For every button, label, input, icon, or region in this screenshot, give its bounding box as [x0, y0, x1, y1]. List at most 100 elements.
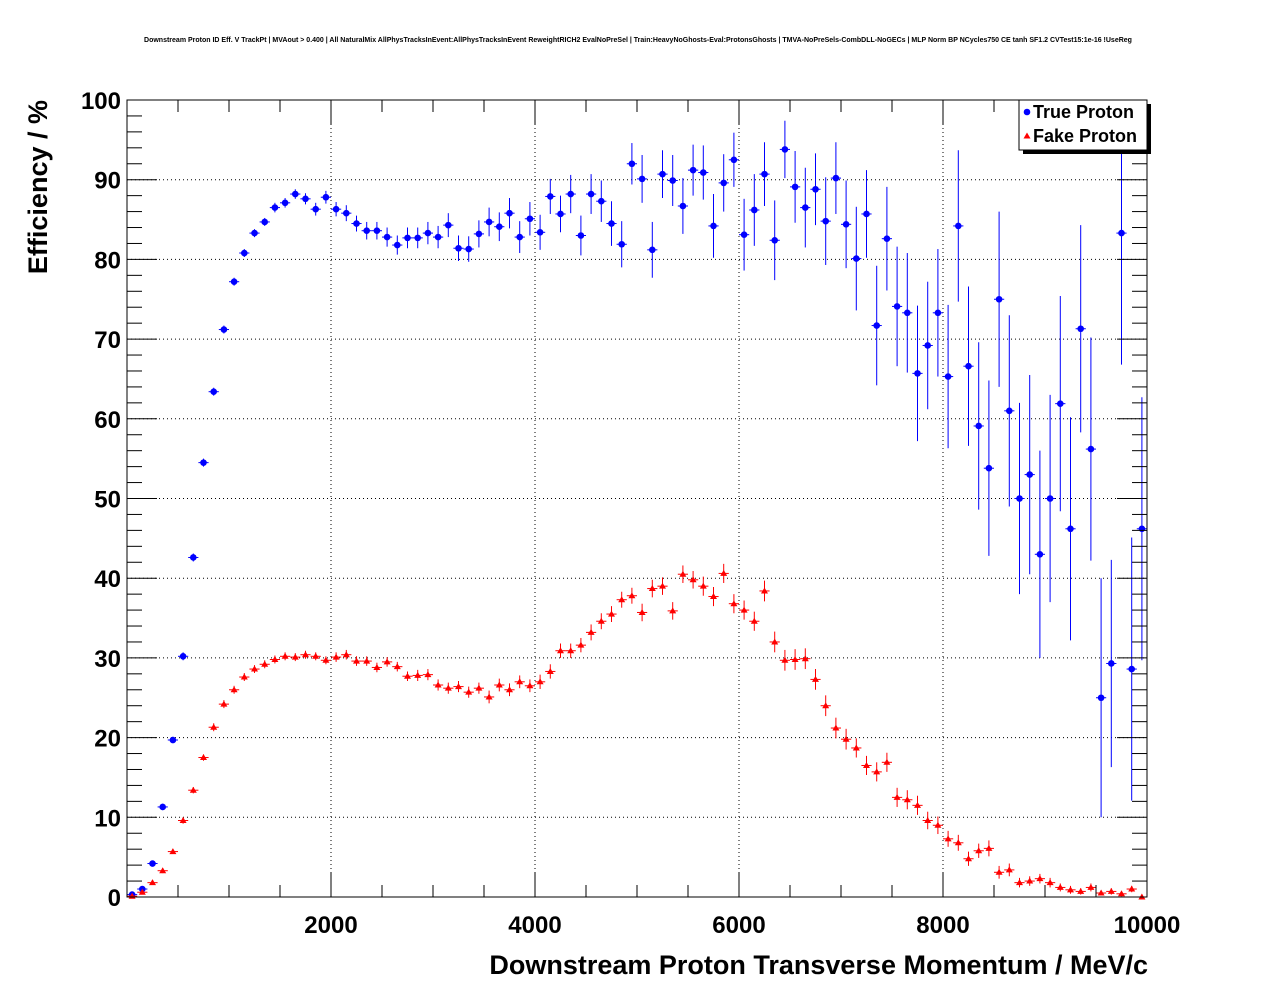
fake-proton-point	[608, 610, 615, 617]
fake-proton-point	[1056, 883, 1064, 890]
true-proton-point	[292, 190, 299, 198]
true-proton-point	[853, 255, 860, 262]
true-proton-point	[832, 174, 840, 182]
data-series	[127, 101, 1147, 900]
true-proton-point	[587, 190, 595, 198]
true-proton-point	[995, 295, 1003, 303]
fake-proton-point	[822, 702, 830, 709]
true-proton-point	[455, 244, 462, 252]
true-proton-point	[465, 245, 473, 253]
true-proton-point	[934, 309, 942, 317]
fake-proton-point	[873, 768, 881, 775]
true-proton-point	[1046, 495, 1054, 502]
fake-proton-point	[536, 678, 544, 685]
true-proton-point	[751, 206, 758, 214]
fake-proton-point	[914, 801, 921, 808]
true-proton-point	[567, 190, 574, 198]
true-proton-point	[914, 370, 921, 377]
x-tick-label: 10000	[1114, 912, 1181, 939]
true-proton-point	[1006, 407, 1013, 415]
true-proton-point	[649, 246, 656, 254]
fake-proton-point	[159, 867, 167, 874]
fake-proton-point	[495, 681, 503, 688]
fake-proton-point	[271, 655, 279, 662]
fake-proton-point	[485, 693, 493, 700]
x-tick-label: 2000	[304, 912, 357, 939]
true-proton-point	[842, 221, 850, 228]
true-proton-point	[332, 205, 340, 213]
true-proton-point	[689, 166, 697, 174]
true-proton-point	[1036, 550, 1044, 558]
fake-proton-point	[771, 638, 779, 645]
true-proton-point	[740, 231, 748, 238]
y-tick-label: 100	[81, 88, 121, 115]
fake-proton-point	[699, 582, 707, 589]
true-proton-point	[598, 197, 605, 205]
fake-proton-point	[597, 617, 605, 624]
true-proton-point	[1097, 694, 1105, 702]
series-fake-proton	[127, 563, 1147, 900]
true-proton-point	[169, 736, 177, 744]
true-proton-point	[506, 209, 513, 217]
fake-proton-point	[506, 686, 513, 693]
true-proton-point	[159, 803, 166, 811]
fake-proton-point	[404, 672, 411, 679]
fake-proton-point	[965, 855, 972, 862]
fake-proton-point	[893, 793, 901, 800]
true-proton-point	[312, 205, 320, 213]
true-proton-point	[720, 179, 727, 187]
fake-proton-point	[516, 678, 524, 685]
true-proton-point	[904, 309, 911, 317]
fake-proton-point	[393, 663, 401, 670]
y-tick-label: 0	[108, 885, 121, 912]
fake-proton-point	[220, 700, 228, 707]
fake-proton-point	[138, 888, 146, 895]
fake-proton-point	[302, 651, 309, 658]
series-true-proton	[127, 101, 1147, 898]
fake-proton-point	[710, 593, 717, 600]
fake-proton-point	[200, 754, 207, 761]
fake-proton-point	[934, 821, 942, 828]
y-axis-title: Efficiency / %	[23, 100, 53, 274]
true-proton-point	[730, 156, 738, 164]
true-proton-point	[944, 373, 952, 380]
true-proton-point	[1077, 325, 1084, 333]
fake-proton-point	[179, 816, 187, 823]
true-proton-point	[475, 230, 483, 238]
fake-proton-point	[465, 688, 473, 695]
true-proton-point	[394, 241, 401, 249]
fake-proton-point	[1107, 887, 1115, 894]
true-proton-point	[669, 177, 676, 184]
fake-proton-point	[526, 682, 534, 689]
fake-proton-point	[750, 617, 758, 624]
fake-proton-point	[1067, 886, 1074, 893]
fake-proton-point	[455, 683, 462, 690]
legend-box	[1018, 99, 1148, 151]
fake-proton-point	[801, 655, 809, 662]
chart-title: Downstream Proton ID Eff. V TrackPt | MV…	[144, 37, 1132, 44]
x-tick-label: 4000	[508, 912, 561, 939]
fake-proton-point	[1005, 866, 1013, 873]
true-proton-point	[302, 195, 309, 203]
fake-proton-point	[618, 596, 626, 603]
true-proton-point	[496, 223, 503, 231]
x-tick-label: 6000	[712, 912, 765, 939]
true-proton-point	[261, 218, 269, 226]
fake-proton-point	[954, 839, 962, 846]
fake-proton-point	[383, 658, 391, 665]
true-proton-point	[1016, 495, 1023, 502]
fake-proton-point	[863, 761, 870, 768]
fake-proton-point	[373, 663, 381, 670]
y-tick-label: 10	[94, 805, 121, 832]
true-proton-point	[802, 204, 809, 211]
true-proton-point	[373, 227, 381, 235]
legend: True Proton Fake Proton	[1018, 99, 1151, 154]
true-proton-point	[230, 278, 238, 286]
true-proton-point	[1067, 525, 1074, 533]
true-proton-point	[710, 222, 717, 230]
true-proton-point	[893, 303, 901, 310]
true-proton-point	[679, 202, 687, 210]
true-proton-point	[1108, 660, 1115, 667]
axes: 0 10 20 30 40 50 60 70 80 90 100 2000 4000 6000 8000 10…	[81, 88, 1180, 939]
